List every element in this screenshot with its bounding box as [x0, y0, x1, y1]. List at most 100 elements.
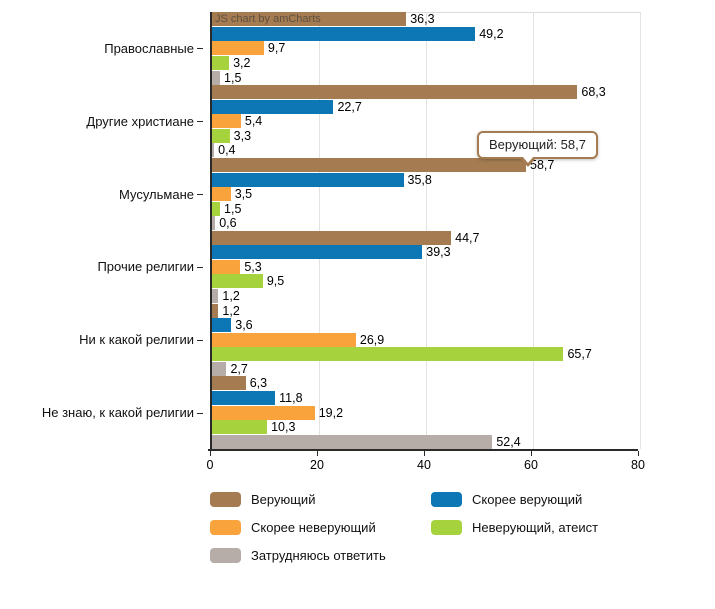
x-axis-label: 80 — [631, 458, 645, 472]
bar-value-label: 52,4 — [496, 434, 521, 449]
bar-segment[interactable] — [212, 376, 246, 391]
bar-segment[interactable] — [212, 259, 241, 274]
bar-segment[interactable] — [212, 12, 407, 27]
bar-segment[interactable] — [212, 70, 221, 85]
bar-row: 1,2 — [212, 289, 640, 304]
legend: Верующий Скорее верующий Скорее неверующий… — [210, 492, 660, 576]
gridline — [319, 12, 320, 449]
x-axis-label: 60 — [524, 458, 538, 472]
bar-segment[interactable] — [212, 434, 493, 449]
bar-group: 68,3 22,7 5,4 3,3 0,4 — [212, 85, 640, 158]
bar-segment[interactable] — [212, 99, 334, 114]
category-label-text: Прочие религии — [97, 259, 194, 275]
bar-row: 9,5 — [212, 274, 640, 289]
bar-segment[interactable] — [212, 128, 230, 143]
category-label-text: Ни к какой религии — [79, 332, 194, 348]
bar-row: 58,7 — [212, 157, 640, 173]
bar-segment[interactable] — [212, 347, 564, 362]
bar-value-label: 1,2 — [222, 289, 240, 304]
category-label-text: Мусульмане — [119, 186, 194, 202]
bar-group: 58,7 35,8 3,5 1,5 0,6 — [212, 157, 640, 231]
bar-segment[interactable] — [212, 201, 221, 216]
category-axis: Православные Другие христиане Мусульмане Пр… — [0, 12, 204, 449]
bar-segment[interactable] — [212, 187, 231, 202]
category-label-text: Православные — [104, 40, 194, 56]
y-axis-tick — [197, 121, 203, 123]
bar-row: 49,2 — [212, 26, 640, 42]
legend-label: Верующий — [251, 492, 316, 507]
bar-row: 44,7 — [212, 230, 640, 245]
bar-segment[interactable] — [212, 289, 219, 304]
legend-label: Затрудняюсь ответить — [251, 548, 386, 563]
bar-row: 0,4 — [212, 143, 640, 158]
bar-segment[interactable] — [212, 274, 263, 289]
x-axis-tick — [317, 451, 318, 456]
legend-item[interactable]: Скорее верующий — [431, 492, 652, 507]
bar-segment[interactable] — [212, 41, 264, 56]
tooltip-text: Верующий: 58,7 — [489, 137, 586, 152]
bar-segment[interactable] — [212, 390, 276, 405]
bar-segment[interactable] — [212, 172, 404, 187]
bar-value-label: 22,7 — [337, 99, 362, 114]
bar-segment[interactable] — [212, 26, 476, 41]
bar-value-label: 3,5 — [234, 187, 253, 202]
category-label: Ни к какой религии — [0, 303, 204, 376]
bar-value-label: 49,2 — [479, 26, 504, 41]
x-axis: 0 20 40 60 80 — [206, 451, 645, 477]
y-axis-tick — [197, 48, 203, 50]
amcharts-watermark-link[interactable]: JS chart by amCharts — [215, 13, 321, 25]
bar-row: 5,3 — [212, 259, 640, 275]
category-label: Другие христиане — [0, 85, 204, 158]
bar-row: 36,3 — [212, 12, 640, 27]
bar-row: 3,6 — [212, 318, 640, 333]
bar-value-label: 19,2 — [318, 405, 344, 420]
legend-marker — [210, 492, 241, 507]
bar-value-label: 9,7 — [267, 41, 286, 56]
bar-value-label: 5,4 — [244, 114, 263, 129]
bar-row: 0,6 — [212, 216, 640, 231]
bar-segment[interactable] — [212, 230, 452, 245]
gridline — [533, 12, 534, 449]
gridline — [640, 12, 641, 449]
bar-segment[interactable] — [212, 216, 216, 231]
legend-item[interactable]: Верующий — [210, 492, 431, 507]
bar-value-label: 3,6 — [235, 318, 253, 333]
plot-area: 36,3 49,2 9,7 3,2 1,5 68,3 22,7 5,4 3,3 0,4 58,7 35… — [210, 12, 641, 449]
x-axis-line — [208, 449, 638, 451]
bar-segment[interactable] — [212, 361, 227, 376]
bar-value-label: 3,2 — [233, 55, 251, 70]
bar-value-label: 36,3 — [410, 12, 435, 27]
bar-row: 26,9 — [212, 332, 640, 347]
bar-segment[interactable] — [212, 332, 356, 347]
legend-item[interactable]: Затрудняюсь ответить — [210, 548, 431, 563]
legend-item[interactable]: Скорее неверующий — [210, 520, 431, 535]
bar-segment[interactable] — [212, 85, 578, 100]
bar-segment[interactable] — [212, 55, 230, 70]
bar-segment[interactable] — [212, 245, 423, 260]
bar-value-label: 44,7 — [455, 230, 480, 245]
bar-group: 6,3 11,8 19,2 10,3 52,4 — [212, 376, 640, 449]
bar-row: 1,5 — [212, 201, 640, 216]
bar-row: 19,2 — [212, 405, 640, 420]
x-axis-tick — [638, 451, 639, 456]
legend-marker — [431, 520, 462, 535]
bar-segment[interactable] — [212, 405, 315, 420]
bar-segment[interactable] — [212, 318, 232, 333]
legend-marker — [431, 492, 462, 507]
bar-value-label: 35,8 — [407, 172, 432, 187]
bar-value-label: 65,7 — [567, 347, 592, 362]
y-axis-tick — [197, 194, 203, 196]
bar-segment[interactable] — [212, 143, 215, 158]
bar-segment[interactable] — [212, 420, 268, 435]
bar-value-label: 68,3 — [581, 85, 606, 100]
legend-item[interactable]: Неверующий, атеист — [431, 520, 652, 535]
x-axis-label: 0 — [206, 458, 214, 472]
bar-segment[interactable] — [212, 114, 241, 129]
bar-segment[interactable] — [212, 157, 527, 172]
bar-value-label: 6,3 — [249, 376, 268, 391]
category-label: Не знаю, к какой религии — [0, 376, 204, 449]
legend-label: Скорее неверующий — [251, 520, 376, 535]
bar-segment[interactable] — [212, 303, 219, 318]
bar-value-label: 26,9 — [359, 332, 385, 347]
